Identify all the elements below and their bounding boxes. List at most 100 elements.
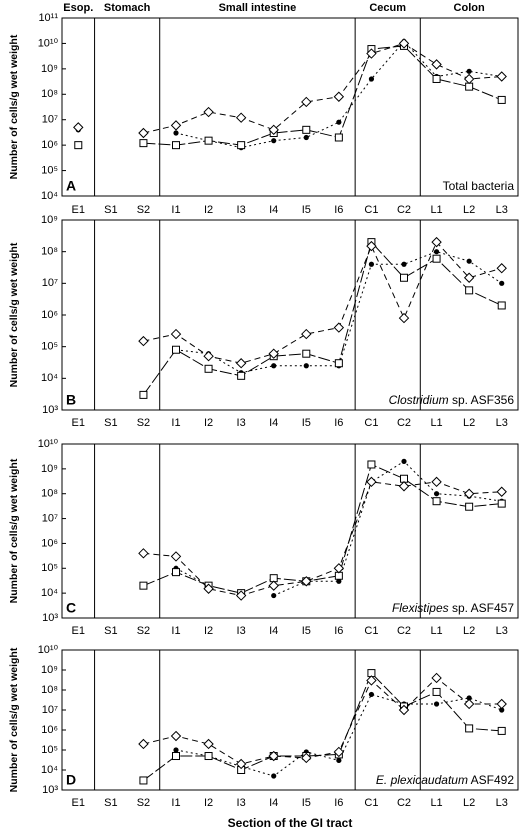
marker-diamond (463, 73, 475, 85)
y-tick-label: 10¹¹ (38, 12, 58, 24)
y-tick-label: 10⁸ (41, 488, 58, 500)
marker-circle (499, 707, 505, 713)
x-tick-label: I6 (334, 417, 343, 429)
marker-diamond (235, 358, 247, 369)
y-tick-label: 10⁶ (41, 139, 58, 151)
x-tick-label: S1 (104, 797, 117, 809)
x-tick-label: E1 (72, 797, 85, 809)
marker-diamond (138, 127, 149, 139)
marker-diamond (333, 746, 345, 758)
y-tick-label: 10⁷ (42, 114, 58, 126)
x-tick-label: I3 (237, 797, 246, 809)
x-tick-label: I2 (204, 204, 213, 216)
marker-diamond (203, 583, 214, 594)
marker-diamond (268, 348, 279, 359)
marker-circle (303, 134, 309, 141)
marker-diamond (333, 91, 345, 102)
annotation-italic: Clostridium (389, 393, 449, 407)
y-tick-label: 10⁴ (41, 764, 58, 776)
x-axis-label: Section of the GI tract (228, 816, 353, 830)
marker-circle (368, 261, 375, 267)
marker-square (204, 136, 213, 145)
x-tick-label: L2 (463, 797, 475, 809)
x-tick-label: L2 (463, 625, 475, 637)
marker-square (334, 133, 343, 142)
series-line (143, 241, 502, 396)
annotation-italic: Flexistipes (392, 601, 449, 615)
annotation-text: sp. ASF457 (449, 601, 515, 615)
annotation-text: sp. ASF356 (449, 393, 515, 407)
region-label: Cecum (369, 2, 406, 14)
x-tick-label: C2 (397, 417, 411, 429)
marker-diamond (170, 120, 182, 131)
y-tick-label: 10⁷ (42, 277, 58, 289)
y-tick-label: 10⁹ (41, 63, 58, 75)
marker-diamond (366, 476, 377, 488)
marker-circle (336, 578, 342, 584)
marker-diamond (398, 38, 410, 49)
x-tick-label: S2 (137, 797, 150, 809)
x-tick-label: I5 (302, 204, 311, 216)
series-line (143, 42, 502, 134)
y-tick-label: 10⁴ (41, 372, 58, 384)
marker-diamond (138, 548, 149, 559)
x-tick-label: I6 (334, 204, 343, 216)
marker-diamond (431, 672, 442, 684)
x-tick-label: I6 (334, 797, 343, 809)
marker-diamond (268, 580, 279, 591)
x-tick-label: C1 (364, 204, 378, 216)
x-tick-label: L1 (430, 625, 442, 637)
marker-circle (466, 68, 472, 74)
marker-diamond (301, 576, 312, 587)
marker-diamond (333, 563, 345, 574)
x-tick-label: L2 (463, 417, 475, 429)
plot-frame (61, 219, 519, 411)
marker-circle (433, 491, 440, 497)
y-tick-label: 10¹⁰ (38, 37, 59, 49)
marker-square (74, 141, 83, 150)
marker-circle (401, 261, 407, 267)
y-tick-label: 10⁶ (41, 309, 58, 321)
marker-square (497, 301, 506, 310)
x-tick-label: I4 (269, 417, 278, 429)
marker-circle (336, 757, 342, 764)
marker-square (302, 125, 311, 134)
marker-square (172, 345, 180, 354)
marker-circle (271, 592, 277, 599)
annotation: Clostridium sp. ASF356 (389, 393, 515, 407)
y-tick-label: 10⁹ (41, 214, 58, 226)
y-tick-label: 10⁵ (41, 341, 58, 353)
marker-diamond (463, 488, 475, 499)
x-tick-label: I1 (171, 417, 180, 429)
marker-diamond (170, 730, 182, 742)
marker-circle (303, 363, 309, 369)
plot-frame (61, 17, 519, 197)
marker-square (172, 141, 180, 150)
marker-diamond (431, 59, 442, 70)
marker-diamond (235, 112, 247, 123)
y-axis-label: Number of cells/g wet weight (8, 458, 20, 603)
marker-diamond (235, 758, 247, 770)
marker-circle (466, 695, 472, 701)
x-tick-label: C2 (397, 204, 411, 216)
x-tick-label: I5 (302, 417, 311, 429)
marker-diamond (366, 675, 377, 686)
x-tick-label: I6 (334, 625, 343, 637)
x-tick-label: L3 (496, 417, 508, 429)
region-label: Colon (454, 2, 485, 14)
plot-frame (61, 443, 519, 619)
marker-diamond (366, 240, 377, 252)
marker-square (172, 568, 180, 577)
x-tick-label: I1 (171, 204, 180, 216)
marker-square (400, 273, 408, 282)
marker-square (139, 390, 148, 399)
x-tick-label: S2 (137, 417, 150, 429)
marker-diamond (73, 122, 84, 133)
y-tick-label: 10⁷ (42, 512, 58, 524)
x-tick-label: I5 (302, 625, 311, 637)
x-tick-label: S2 (137, 204, 150, 216)
marker-diamond (398, 481, 410, 492)
region-label: Stomach (104, 2, 151, 14)
marker-diamond (138, 738, 149, 750)
